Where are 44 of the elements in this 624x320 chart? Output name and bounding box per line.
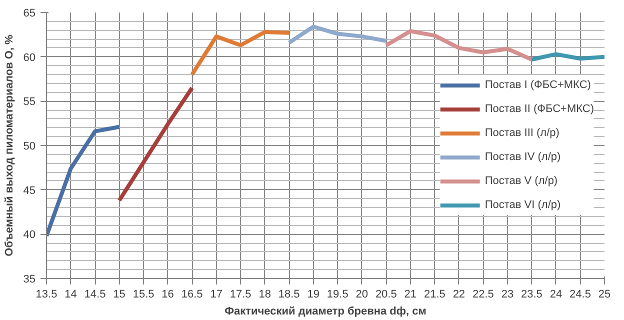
legend-label: Постав V (л/р) [484,175,558,187]
x-tick-label: 22.5 [472,288,494,300]
x-tick-label: 24 [550,288,562,300]
line-series [117,86,194,202]
x-tick-label: 14 [64,288,77,300]
x-tick-label: 24.5 [570,288,591,300]
legend-label: Постав II (ФБС+МКС) [484,103,594,115]
x-tick-label: 14.5 [84,288,106,300]
x-axis-title: Фактический диаметр бревна dф, см [224,306,426,318]
legend-label: Постав VI (л/р) [484,199,561,211]
x-tick-label: 18 [258,288,271,300]
x-tick-label: 21.5 [424,288,446,300]
x-tick-label: 15 [113,288,126,300]
line-series [287,24,388,45]
x-tick-label: 17 [210,288,222,300]
line-series [190,30,292,77]
line-series [384,29,534,62]
legend-label: Постав IV (л/р) [484,151,561,163]
y-tick-label: 35 [23,274,36,286]
x-tick-label: 21 [404,288,417,300]
y-tick-label: 50 [23,140,36,152]
x-tick-label: 19.5 [326,288,348,300]
y-tick-label: 55 [23,96,36,108]
x-tick-label: 19 [307,288,320,300]
y-tick-label: 60 [23,52,36,64]
x-tick-label: 18.5 [278,288,300,300]
y-axis-title: Объемный выход пиломатериалов О, % [3,34,16,256]
x-tick-label: 20.5 [375,288,397,300]
x-tick-label: 23.5 [521,288,542,300]
y-tick-label: 45 [23,184,36,197]
x-tick-label: 20 [356,288,368,300]
x-tick-label: 16.5 [181,288,203,300]
y-tick-label: 65 [23,8,36,20]
y-tick-label: 40 [23,229,36,242]
x-tick-label: 22 [452,288,466,300]
legend-label: Постав III (л/р) [484,127,560,139]
x-tick-label: 17.5 [230,288,252,300]
line-series [46,124,122,238]
x-tick-label: 23 [501,288,514,300]
x-tick-label: 13.5 [36,288,58,300]
x-tick-label: 15.5 [132,288,154,300]
x-tick-label: 25 [598,288,611,300]
x-tick-label: 16 [162,288,174,300]
legend-label: Постав I (ФБС+МКС) [484,79,591,91]
